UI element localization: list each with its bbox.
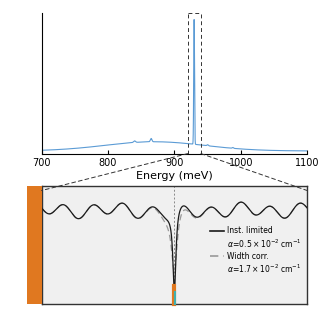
- X-axis label: Energy (meV): Energy (meV): [136, 171, 213, 181]
- Legend: Inst. limited, $\alpha\!=\!0.5\times10^{-2}$ cm$^{-1}$, Width corr., $\alpha\!=\: Inst. limited, $\alpha\!=\!0.5\times10^{…: [209, 225, 303, 276]
